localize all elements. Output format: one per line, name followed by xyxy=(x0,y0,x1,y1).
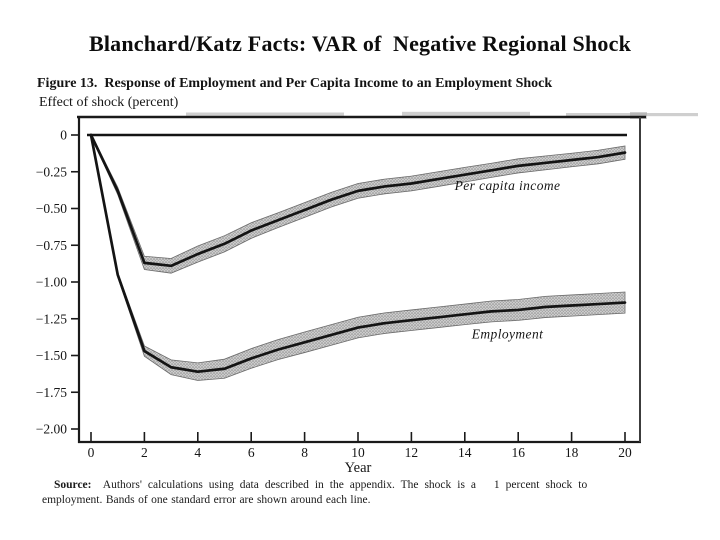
label-employment: Employment xyxy=(471,327,544,342)
scan-artifact xyxy=(630,112,647,119)
source-line-2: employment. Bands of one standard error … xyxy=(42,493,371,506)
y-axis: 0 −0.25 −0.50 −0.75 −1.00 −1.25 −1.50 −1.75 −2.0… xyxy=(36,128,80,437)
x-tick-label: 6 xyxy=(248,445,255,460)
x-axis-title: Year xyxy=(345,460,372,476)
y-tick-label: −1.25 xyxy=(36,311,67,326)
stderr-band-employment xyxy=(90,134,626,381)
y-tick-label: 0 xyxy=(60,128,67,143)
x-tick-label: 18 xyxy=(565,445,579,460)
y-tick-label: −1.75 xyxy=(36,385,67,400)
y-tick-label: −0.50 xyxy=(36,201,67,216)
scan-artifact xyxy=(402,111,530,116)
figure-caption: Figure 13. Response of Employment and Pe… xyxy=(37,76,553,91)
x-tick-label: 0 xyxy=(88,445,95,460)
y-tick-label: −1.00 xyxy=(36,275,67,290)
series-employment: Employment xyxy=(89,133,627,381)
source-line-1-text: Authors' calculations using data describ… xyxy=(91,479,588,491)
slide-title: Blanchard/Katz Facts: VAR of Negative Re… xyxy=(88,31,632,56)
x-tick-label: 2 xyxy=(141,445,148,460)
stderr-band-per-capita-income xyxy=(90,134,626,274)
source-label: Source: xyxy=(54,479,92,491)
y-tick-label: −0.25 xyxy=(36,164,67,179)
x-tick-label: 14 xyxy=(458,445,472,460)
y-axis-units-label: Effect of shock (percent) xyxy=(39,95,179,110)
x-tick-label: 12 xyxy=(405,445,419,460)
x-axis: 0 2 4 6 8 10 12 14 16 18 20 xyxy=(88,432,632,460)
x-tick-label: 4 xyxy=(194,445,201,460)
scan-artifact xyxy=(186,112,344,116)
y-tick-label: −0.75 xyxy=(36,238,67,253)
x-tick-label: 10 xyxy=(351,445,365,460)
source-line-1: Source: Authors' calculations using data… xyxy=(54,478,688,493)
figure-source-note: Source: Authors' calculations using data… xyxy=(30,478,688,507)
x-tick-label: 8 xyxy=(301,445,308,460)
line-employment xyxy=(89,133,627,374)
y-tick-label: −2.00 xyxy=(36,422,67,437)
x-tick-label: 20 xyxy=(618,445,632,460)
series-per-capita-income: Per capita income xyxy=(89,133,627,274)
line-per-capita-income xyxy=(89,133,627,268)
x-tick-label: 16 xyxy=(511,445,525,460)
label-per-capita-income: Per capita income xyxy=(454,178,561,193)
plot-border xyxy=(77,115,646,444)
y-tick-label: −1.50 xyxy=(36,348,67,363)
